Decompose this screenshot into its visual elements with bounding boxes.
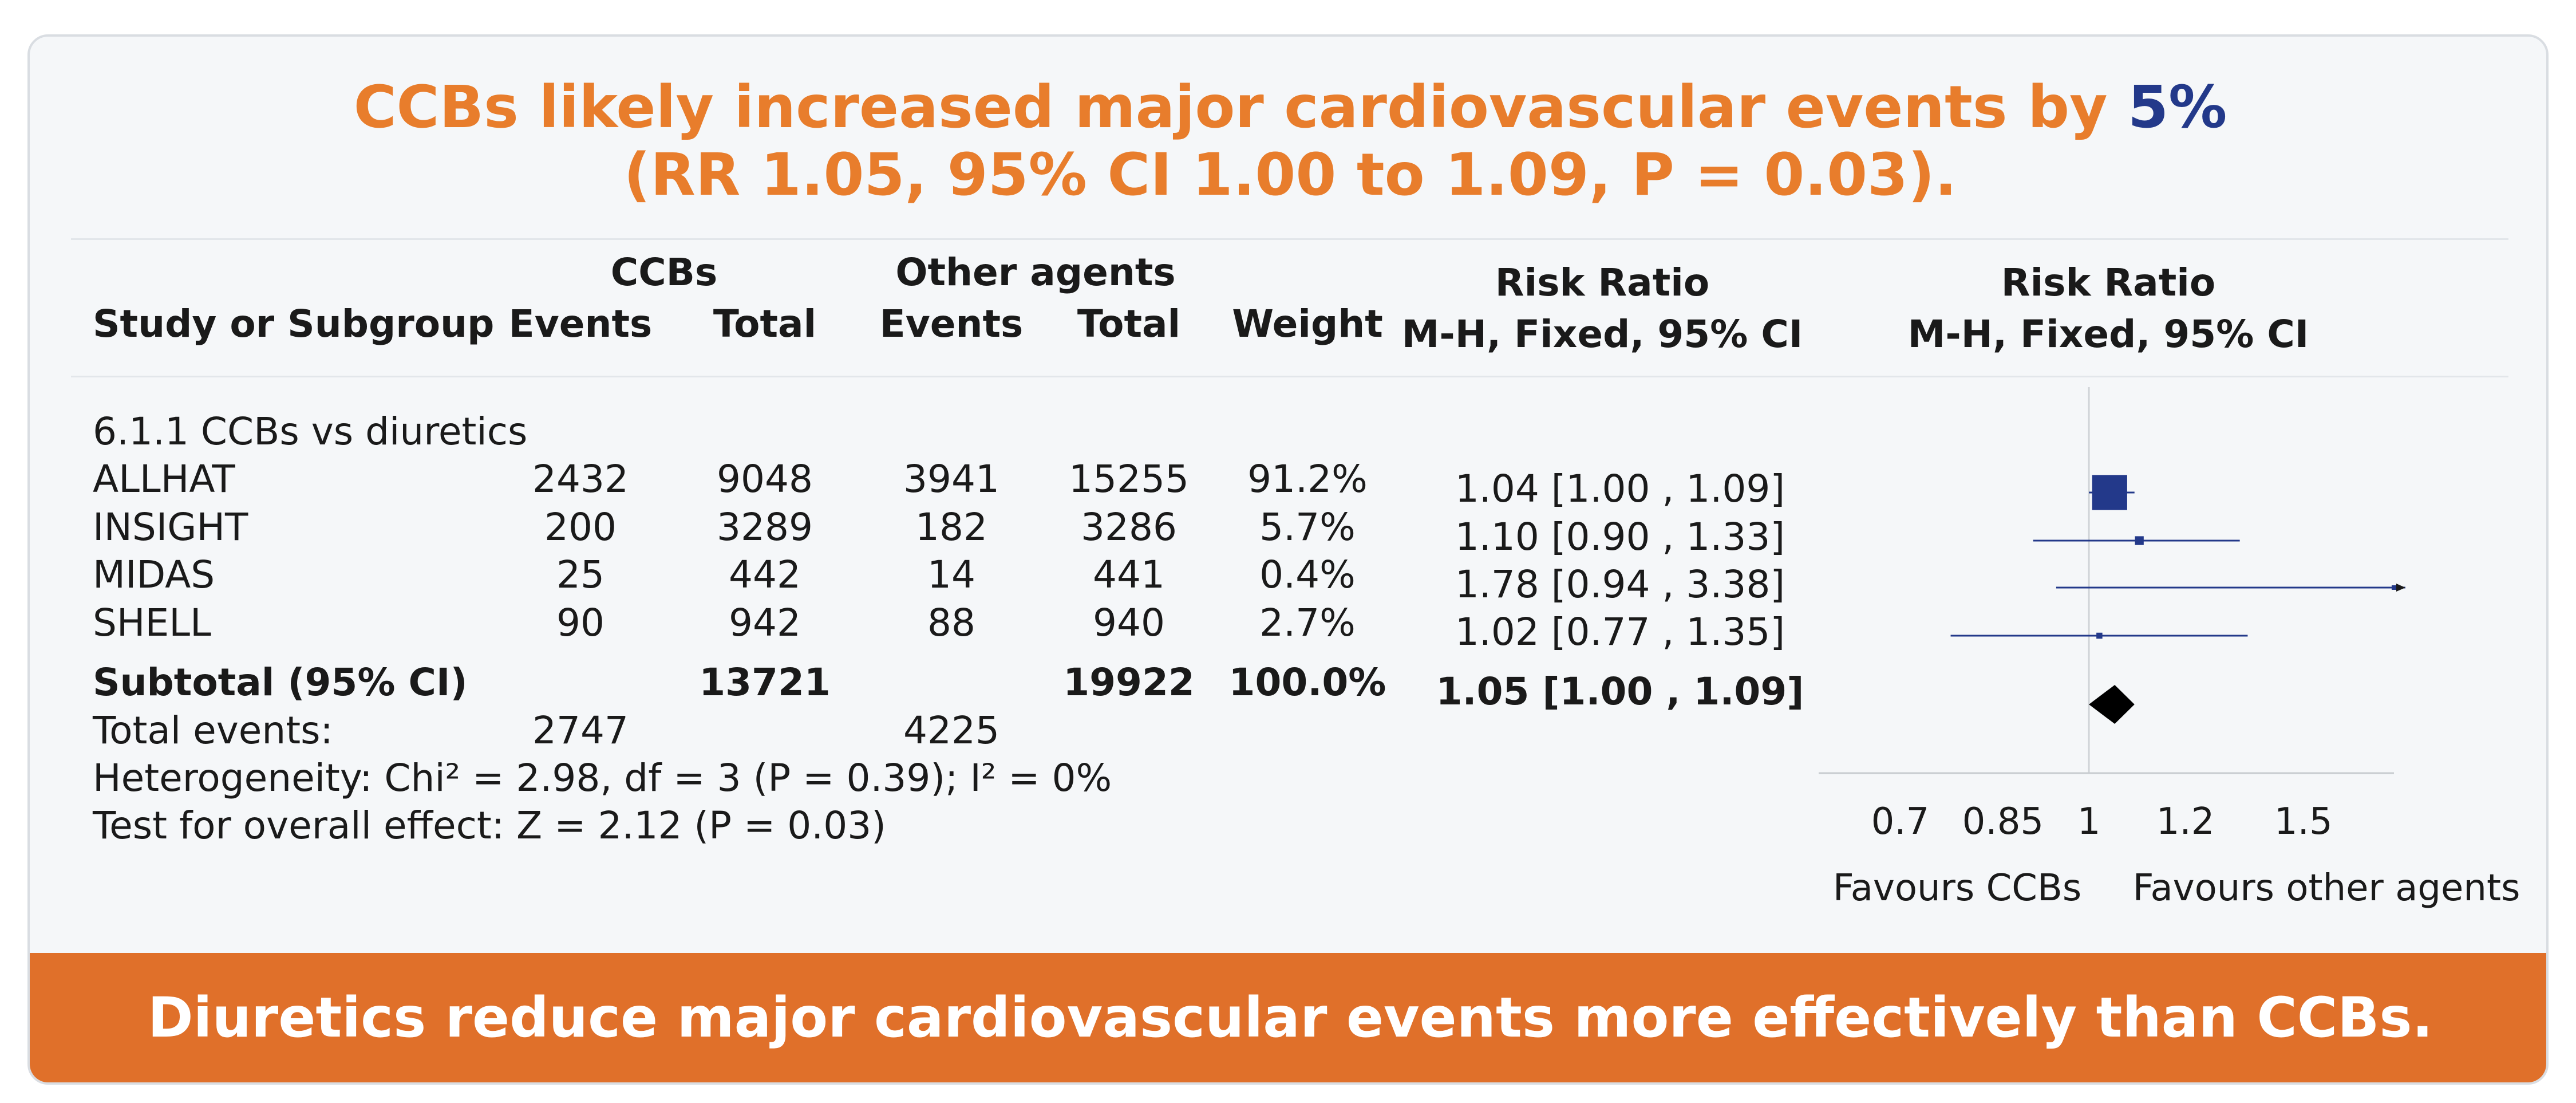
allhat-other-events: 3941 xyxy=(903,457,999,501)
insight-other-total: 3286 xyxy=(1081,505,1177,549)
col-ccb-events: Events xyxy=(508,302,653,346)
shell-other-total: 940 xyxy=(1093,601,1165,645)
col-ccb-total: Total xyxy=(713,302,817,346)
heterogeneity-text: Heterogeneity: Chi² = 2.98, df = 3 (P = … xyxy=(93,756,1112,800)
study-name-midas: MIDAS xyxy=(93,553,215,597)
point-estimate-insight xyxy=(2135,536,2144,545)
header-bottom-divider xyxy=(71,376,2508,377)
overall-effect-text: Test for overall effect: Z = 2.12 (P = 0… xyxy=(93,803,886,848)
insight-weight: 5.7% xyxy=(1259,505,1356,549)
header-top-divider xyxy=(71,238,2508,240)
study-name-shell: SHELL xyxy=(93,601,211,645)
x-axis-ticks: 0.7 0.85 1 1.2 1.5 xyxy=(1871,801,2333,843)
shell-weight: 2.7% xyxy=(1259,601,1356,645)
shell-ci-text: 1.02 [0.77 , 1.35] xyxy=(1455,610,1785,654)
point-estimate-midas xyxy=(2392,585,2396,590)
x-tick-label: 1.2 xyxy=(2156,801,2215,843)
insight-ci-text: 1.10 [0.90 , 1.33] xyxy=(1455,515,1785,559)
subtotal-other-total: 19922 xyxy=(1063,660,1195,704)
x-tick-label: 0.7 xyxy=(1871,801,1930,843)
x-tick-label: 1.5 xyxy=(2274,801,2333,843)
total-events-label: Total events: xyxy=(93,708,333,753)
forest-plot: 0.7 0.85 1 1.2 1.5 Favours CCBs Favours othe… xyxy=(1819,387,2520,909)
shell-ccb-total: 942 xyxy=(729,601,801,645)
point-estimate-shell xyxy=(2096,632,2103,639)
point-estimate-allhat xyxy=(2092,475,2127,510)
midas-other-events: 14 xyxy=(927,553,975,597)
midas-other-total: 441 xyxy=(1093,553,1165,597)
allhat-weight: 91.2% xyxy=(1247,457,1368,501)
x-tick-label: 1 xyxy=(2077,801,2101,843)
total-events-other: 4225 xyxy=(903,708,999,753)
subtotal-ccb-total: 13721 xyxy=(699,660,831,704)
forest-subtitle: M-H, Fixed, 95% CI xyxy=(1907,312,2309,356)
midas-ccb-events: 25 xyxy=(556,553,605,597)
midas-ci-text: 1.78 [0.94 , 3.38] xyxy=(1455,562,1785,606)
subgroup-label: 6.1.1 CCBs vs diuretics xyxy=(93,409,528,454)
insight-ccb-total: 3289 xyxy=(717,505,813,549)
col-other-total: Total xyxy=(1077,302,1181,346)
study-name-insight: INSIGHT xyxy=(93,505,248,549)
midas-weight: 0.4% xyxy=(1259,553,1356,597)
allhat-ccb-total: 9048 xyxy=(717,457,813,501)
summary-card: CCBs likely increased major cardiovascul… xyxy=(27,34,2549,1085)
pooled-diamond xyxy=(2089,685,2135,724)
subtotal-ci-text: 1.05 [1.00 , 1.09] xyxy=(1436,669,1804,714)
rr-method-text: M-H, Fixed, 95% CI xyxy=(1401,312,1803,356)
total-events-ccb: 2747 xyxy=(532,708,629,753)
subtotal-label: Subtotal (95% CI) xyxy=(93,660,468,704)
headline-line-2: (RR 1.05, 95% CI 1.00 to 1.09, P = 0.03)… xyxy=(623,141,1957,209)
midas-ccb-total: 442 xyxy=(729,553,801,597)
allhat-other-total: 15255 xyxy=(1069,457,1189,501)
forest-markers xyxy=(1950,475,2405,724)
headline-prefix: CCBs likely increased major cardiovascul… xyxy=(353,73,2128,141)
shell-ccb-events: 90 xyxy=(556,601,605,645)
rr-title-text: Risk Ratio xyxy=(1495,261,1710,305)
x-tick-label: 0.85 xyxy=(1962,801,2044,843)
favours-left-label: Favours CCBs xyxy=(1833,867,2081,909)
group-header-ccbs: CCBs xyxy=(610,250,718,294)
favours-right-label: Favours other agents xyxy=(2133,867,2520,909)
conclusion-banner: Diuretics reduce major cardiovascular ev… xyxy=(30,953,2546,1082)
subtotal-weight: 100.0% xyxy=(1228,660,1386,704)
study-name-allhat: ALLHAT xyxy=(93,457,235,501)
insight-other-events: 182 xyxy=(915,505,987,549)
col-other-events: Events xyxy=(879,302,1024,346)
ci-arrow-midas xyxy=(2396,584,2405,592)
allhat-ccb-events: 2432 xyxy=(532,457,629,501)
allhat-ci-text: 1.04 [1.00 , 1.09] xyxy=(1455,467,1785,511)
col-study: Study or Subgroup xyxy=(93,302,495,346)
group-header-other-agents: Other agents xyxy=(895,250,1176,294)
headline-highlight: 5% xyxy=(2128,73,2227,141)
shell-other-events: 88 xyxy=(927,601,975,645)
col-weight: Weight xyxy=(1232,302,1383,346)
insight-ccb-events: 200 xyxy=(544,505,617,549)
headline-line-1: CCBs likely increased major cardiovascul… xyxy=(30,73,2546,142)
forest-title: Risk Ratio xyxy=(2001,261,2216,305)
